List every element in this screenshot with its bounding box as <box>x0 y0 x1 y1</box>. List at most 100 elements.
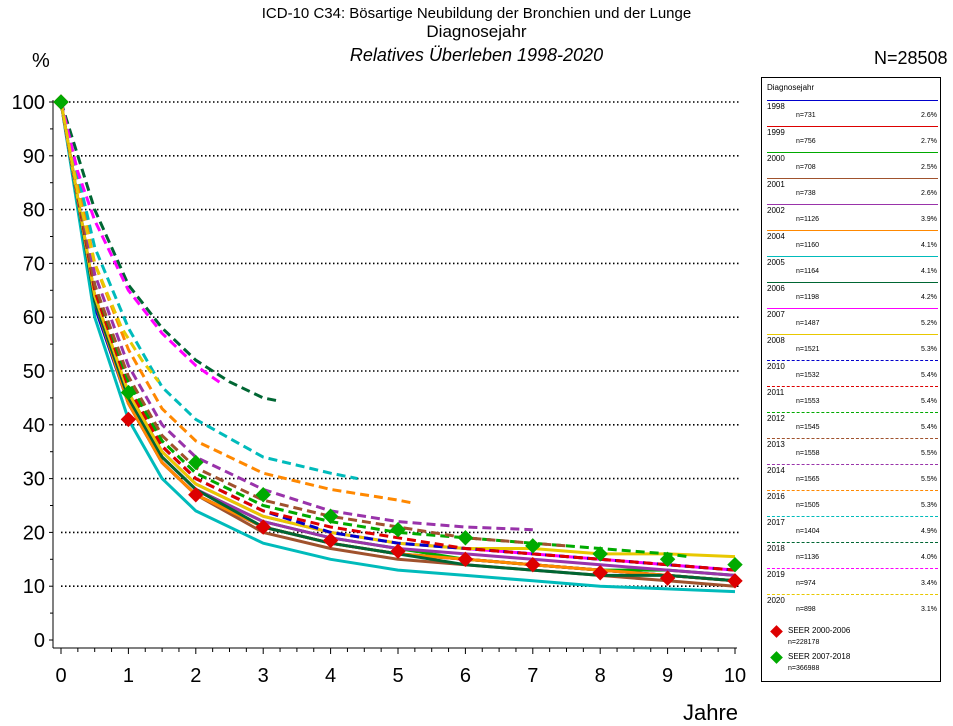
seer-marker-red <box>120 411 137 428</box>
legend-line <box>767 542 938 543</box>
x-axis-unit: Jahre <box>683 700 739 725</box>
legend-year: 2016 <box>767 492 785 501</box>
legend-percent: 5.3% <box>921 502 937 509</box>
total-count: N=28508 <box>874 48 948 68</box>
legend-year: 2007 <box>767 310 785 319</box>
legend-year: 1998 <box>767 102 785 111</box>
legend-line <box>767 178 938 179</box>
legend-line <box>767 230 938 231</box>
seer-marker-green <box>457 530 474 546</box>
legend-count: n=1532 <box>796 372 820 379</box>
legend-seer-label: SEER 2000-2006 <box>788 626 851 635</box>
series-line-1999 <box>59 101 736 583</box>
legend-count: n=1487 <box>796 320 820 327</box>
seer-marker-green <box>188 454 204 471</box>
y-tick-label: 0 <box>34 630 45 652</box>
legend-line <box>767 438 938 439</box>
legend-item-2008: 2008 n=1521 5.3% <box>762 334 940 360</box>
legend-item-2016: 2016 n=1505 5.3% <box>762 490 940 516</box>
legend: Diagnosejahr 1998 n=731 2.6% 1999 n=756 2.7% 2… <box>761 77 941 682</box>
y-tick-label: 100 <box>12 92 45 114</box>
seer-marker-red <box>322 532 339 549</box>
legend-year: 2008 <box>767 336 785 345</box>
series-line-2017 <box>59 101 358 481</box>
legend-seer-count: n=228178 <box>788 639 820 646</box>
legend-seer-count: n=366988 <box>788 665 820 672</box>
legend-year: 2005 <box>767 258 785 267</box>
legend-year: 2018 <box>767 544 785 553</box>
x-tick-label: 10 <box>724 665 746 687</box>
diamond-marker-icon <box>770 625 783 638</box>
series-line-2002 <box>59 101 736 577</box>
legend-percent: 4.1% <box>921 242 937 249</box>
legend-year: 2010 <box>767 362 785 371</box>
legend-year: 2001 <box>767 180 785 189</box>
legend-percent: 4.1% <box>921 268 937 275</box>
seer-marker-green <box>53 94 69 110</box>
legend-line <box>767 152 938 153</box>
series-line-2007 <box>59 101 736 572</box>
legend-line <box>767 594 938 595</box>
y-axis-unit: % <box>32 50 50 72</box>
seer-marker-red <box>659 570 676 586</box>
legend-percent: 4.9% <box>921 528 937 535</box>
x-tick-label: 3 <box>258 665 269 687</box>
legend-percent: 3.1% <box>921 606 937 613</box>
series-line-2010 <box>59 101 736 572</box>
y-tick-label: 10 <box>23 576 45 598</box>
legend-seer-item: SEER 2007-2018 n=366988 <box>762 650 940 676</box>
series-line-2014 <box>59 101 533 532</box>
seer-marker-red <box>592 565 608 581</box>
legend-count: n=756 <box>796 138 816 145</box>
seer-marker-red <box>255 519 271 535</box>
legend-line <box>767 464 938 465</box>
legend-line <box>767 568 938 569</box>
legend-item-2014: 2014 n=1565 5.5% <box>762 464 940 490</box>
legend-percent: 2.5% <box>921 164 937 171</box>
legend-percent: 2.7% <box>921 138 937 145</box>
series-line-2019 <box>59 101 224 386</box>
legend-item-1998: 1998 n=731 2.6% <box>762 100 940 126</box>
legend-count: n=1404 <box>796 528 820 535</box>
legend-line <box>767 126 938 127</box>
legend-item-2007: 2007 n=1487 5.2% <box>762 308 940 334</box>
legend-line <box>767 334 938 335</box>
legend-percent: 3.4% <box>921 580 937 587</box>
legend-count: n=1558 <box>796 450 820 457</box>
x-tick-label: 9 <box>662 665 673 687</box>
seer-marker-green <box>592 546 608 562</box>
legend-percent: 3.9% <box>921 216 937 223</box>
legend-header: Diagnosejahr <box>767 83 815 92</box>
legend-seer-label: SEER 2007-2018 <box>788 652 851 661</box>
legend-line <box>767 256 938 257</box>
legend-item-2006: 2006 n=1198 4.2% <box>762 282 940 308</box>
series-line-2013 <box>59 101 567 548</box>
legend-line <box>767 100 938 101</box>
seer-marker-green <box>659 551 676 568</box>
legend-item-2001: 2001 n=738 2.6% <box>762 178 940 204</box>
legend-item-2004: 2004 n=1160 4.1% <box>762 230 940 256</box>
legend-year: 2002 <box>767 206 785 215</box>
legend-item-2002: 2002 n=1126 3.9% <box>762 204 940 230</box>
legend-year: 2014 <box>767 466 785 475</box>
seer-marker-green <box>255 487 271 503</box>
chart-title: ICD-10 C34: Bösartige Neubildung der Bro… <box>261 5 692 22</box>
legend-item-2020: 2020 n=898 3.1% <box>762 594 940 620</box>
y-tick-label: 30 <box>23 469 45 491</box>
legend-item-2005: 2005 n=1164 4.1% <box>762 256 940 282</box>
legend-count: n=1160 <box>796 242 820 249</box>
legend-year: 2012 <box>767 414 785 423</box>
series-line-2018 <box>59 101 277 403</box>
legend-count: n=1164 <box>796 268 820 275</box>
chart-subtitle: Diagnosejahr <box>426 22 527 41</box>
x-tick-label: 4 <box>325 665 336 687</box>
legend-line <box>767 516 938 517</box>
legend-percent: 2.6% <box>921 112 937 119</box>
x-tick-label: 7 <box>527 665 538 687</box>
legend-year: 2020 <box>767 596 785 605</box>
legend-item-2000: 2000 n=708 2.5% <box>762 152 940 178</box>
legend-count: n=1198 <box>796 294 820 301</box>
legend-percent: 5.5% <box>921 476 937 483</box>
legend-line <box>767 360 938 361</box>
